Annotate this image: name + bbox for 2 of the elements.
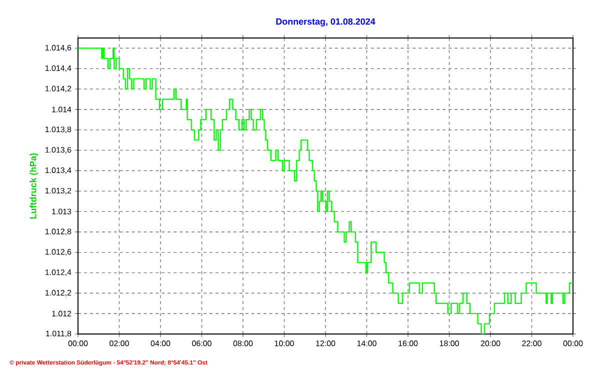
y-axis-title: Luftdruck (hPa) [30,153,38,219]
chart-title: Donnerstag, 01.08.2024 [276,18,376,27]
